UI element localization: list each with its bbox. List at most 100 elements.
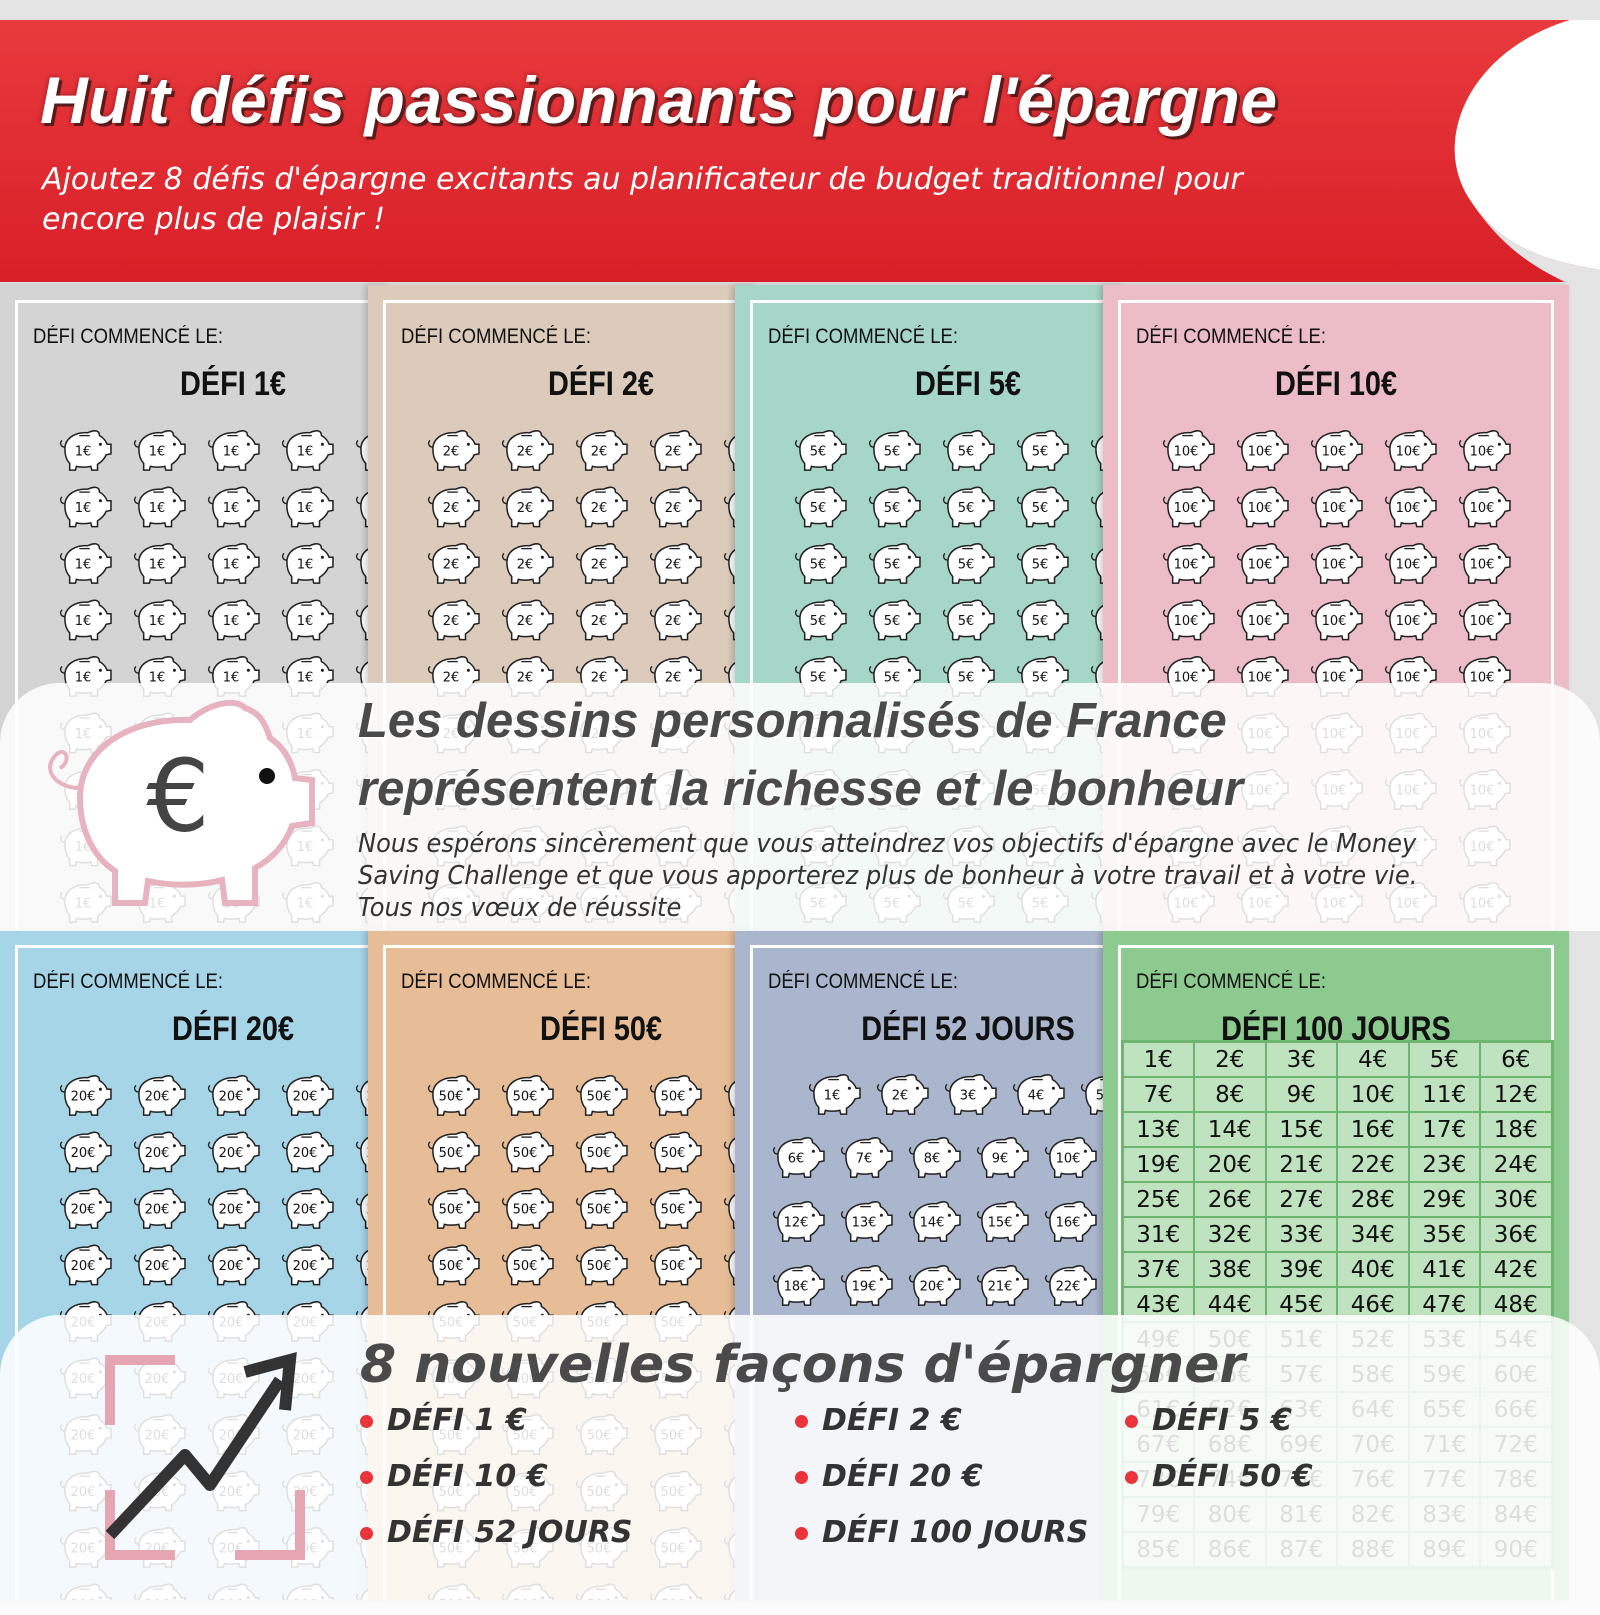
piggy-label: 5€ [1032, 445, 1049, 460]
piggy: 2€ [649, 599, 702, 641]
piggy: 10€ [1236, 599, 1289, 641]
grid-cell: 25€ [1122, 1182, 1194, 1217]
piggy: 5€ [942, 486, 995, 528]
grid-cell: 3€ [1265, 1042, 1337, 1077]
piggy: 2€ [501, 543, 554, 584]
piggy: 2€ [649, 430, 702, 471]
piggy-label: 2€ [892, 1089, 909, 1104]
piggy-label: 20€ [145, 1203, 170, 1218]
piggy: 50€ [501, 1188, 554, 1229]
piggy-label: 8€ [924, 1152, 941, 1167]
piggy: 3€ [944, 1074, 997, 1115]
piggy: 10€ [1162, 486, 1215, 528]
piggy-label: 1€ [75, 445, 92, 460]
piggy-label: 1€ [297, 671, 314, 686]
piggy-label: 2€ [664, 671, 681, 686]
piggy-label: 10€ [1321, 501, 1346, 516]
way-item: DÉFI 5 € [1125, 1403, 1292, 1438]
piggy: 20€ [207, 1131, 260, 1173]
piggy: 1€ [808, 1074, 861, 1115]
piggy-label: 20€ [145, 1146, 170, 1161]
piggy-label: 5€ [884, 501, 901, 516]
grid-cell: 5€ [1408, 1042, 1480, 1077]
piggy-label: 2€ [442, 614, 459, 629]
piggy: 5€ [868, 430, 921, 471]
piggy: 5€ [942, 599, 995, 641]
grid-cell: 8€ [1194, 1077, 1266, 1112]
piggy: 5€ [868, 543, 921, 584]
card-title: DÉFI 52 JOURS [861, 1010, 1075, 1048]
grid-cell: 37€ [1122, 1252, 1194, 1287]
piggy-label: 1€ [223, 445, 240, 460]
piggy: 14€ [908, 1201, 961, 1242]
piggy-label: 4€ [1028, 1089, 1045, 1104]
piggy: 5€ [1016, 486, 1069, 528]
piggy: 5€ [794, 599, 847, 641]
piggy-label: 50€ [586, 1259, 611, 1274]
piggy-label: 10€ [1469, 558, 1494, 573]
piggy: 50€ [501, 1075, 554, 1116]
piggy: 50€ [649, 1075, 702, 1116]
piggy: 2€ [501, 599, 554, 641]
grid-cell: 23€ [1408, 1147, 1480, 1182]
piggy: 1€ [207, 599, 260, 641]
piggy: 10€ [1236, 656, 1289, 697]
piggy-label: 50€ [660, 1090, 685, 1105]
grid-cell: 6€ [1480, 1042, 1552, 1077]
piggy: 20€ [133, 1188, 186, 1229]
way-item: DÉFI 100 JOURS [795, 1515, 1088, 1550]
piggy-label: 5€ [884, 445, 901, 460]
piggy: 5€ [942, 543, 995, 584]
piggy-label: 20€ [219, 1146, 244, 1161]
piggy: 5€ [1016, 656, 1069, 697]
piggy: 50€ [575, 1075, 628, 1116]
piggy: 20€ [908, 1265, 961, 1306]
grid-cell: 20€ [1194, 1147, 1266, 1182]
piggy-label: 50€ [438, 1259, 463, 1274]
grid-cell: 33€ [1265, 1217, 1337, 1252]
card-title: DÉFI 50€ [539, 1010, 662, 1048]
piggy: 50€ [427, 1075, 480, 1116]
piggy: 20€ [281, 1244, 334, 1286]
piggy-label: 50€ [586, 1203, 611, 1218]
piggy: 2€ [575, 543, 628, 584]
piggy-label: 2€ [516, 614, 533, 629]
piggy-label: 2€ [590, 671, 607, 686]
piggy-label: 50€ [512, 1090, 537, 1105]
piggy: 50€ [649, 1244, 702, 1286]
piggy: 5€ [794, 543, 847, 584]
piggy-label: 2€ [664, 614, 681, 629]
piggy-label: 20€ [293, 1259, 318, 1274]
piggy-label: 2€ [442, 558, 459, 573]
piggy: 2€ [876, 1074, 929, 1115]
piggy: 50€ [575, 1244, 628, 1286]
piggy: 5€ [942, 430, 995, 471]
piggy: 12€ [772, 1201, 825, 1242]
piggy-label: 5€ [1032, 558, 1049, 573]
piggy-label: 5€ [884, 614, 901, 629]
piggy-label: 10€ [1395, 445, 1420, 460]
piggy: 5€ [868, 656, 921, 697]
piggy-label: 6€ [788, 1152, 805, 1167]
piggy-label: 2€ [442, 671, 459, 686]
piggy: 10€ [1310, 599, 1363, 641]
piggy-label: 5€ [810, 558, 827, 573]
piggy: 10€ [1310, 430, 1363, 471]
piggy-label: 50€ [438, 1090, 463, 1105]
piggy-label: 10€ [1395, 671, 1420, 686]
feature-text: Saving Challenge et que vous apporterez … [358, 861, 1418, 891]
grid-cell: 39€ [1265, 1252, 1337, 1287]
piggy: 1€ [281, 656, 334, 697]
card-title: DÉFI 10€ [1274, 365, 1397, 403]
piggy-label: 20€ [71, 1203, 96, 1218]
piggy: 1€ [133, 656, 186, 697]
way-item: DÉFI 1 € [360, 1403, 527, 1438]
grid-cell: 4€ [1337, 1042, 1409, 1077]
header-title: Huit défis passionnants pour l'épargne [40, 63, 1278, 137]
grid-cell: 18€ [1480, 1112, 1552, 1147]
grid-cell: 2€ [1194, 1042, 1266, 1077]
piggy: 50€ [501, 1131, 554, 1173]
piggy-label: 1€ [223, 614, 240, 629]
piggy: 1€ [133, 486, 186, 528]
piggy-label: 2€ [590, 501, 607, 516]
